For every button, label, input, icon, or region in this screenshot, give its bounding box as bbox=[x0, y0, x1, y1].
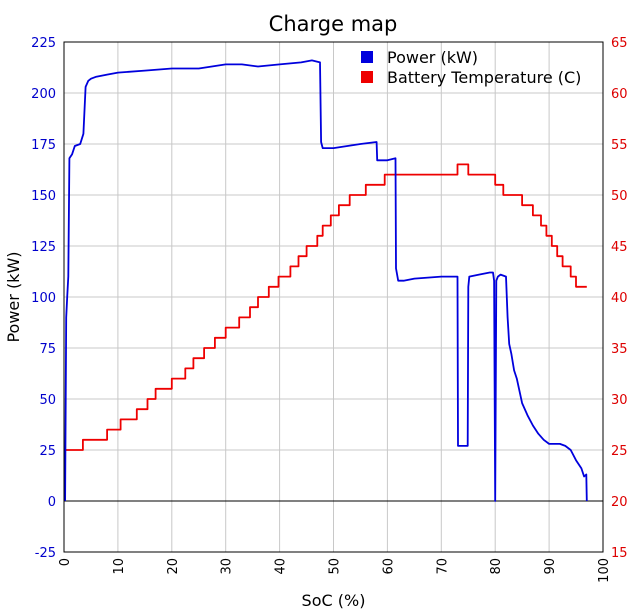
left-y-tick-label: 150 bbox=[31, 189, 56, 204]
x-tick-label: 40 bbox=[274, 558, 289, 575]
legend: Power (kW)Battery Temperature (C) bbox=[361, 48, 581, 87]
grid-lines bbox=[63, 41, 604, 553]
legend-swatch-power bbox=[361, 51, 373, 63]
left-y-tick-label: 200 bbox=[31, 87, 56, 102]
power-series-line bbox=[64, 59, 588, 502]
chart-title: Charge map bbox=[269, 12, 398, 36]
left-y-tick-label: 125 bbox=[31, 240, 56, 255]
series-layer bbox=[64, 59, 588, 502]
left-y-tick-label: 225 bbox=[31, 36, 56, 51]
x-tick-label: 30 bbox=[220, 558, 235, 575]
right-y-tick-label: 65 bbox=[611, 36, 628, 51]
legend-label-power: Power (kW) bbox=[387, 48, 478, 67]
right-y-tick-label: 60 bbox=[611, 87, 628, 102]
temperature-series-line bbox=[65, 163, 587, 451]
legend-label-temperature: Battery Temperature (C) bbox=[387, 68, 581, 87]
left-y-tick-label: 175 bbox=[31, 138, 56, 153]
x-tick-label: 50 bbox=[328, 558, 343, 575]
legend-swatch-temperature bbox=[361, 71, 373, 83]
x-tick-label: 10 bbox=[112, 558, 127, 575]
left-y-tick-label: -25 bbox=[35, 546, 56, 561]
x-tick-label: 60 bbox=[381, 558, 396, 575]
left-y-tick-label: 75 bbox=[39, 342, 56, 357]
x-axis-label: SoC (%) bbox=[302, 591, 366, 610]
right-y-tick-label: 20 bbox=[611, 495, 628, 510]
x-tick-label: 90 bbox=[543, 558, 558, 575]
right-y-tick-label: 40 bbox=[611, 291, 628, 306]
right-y-tick-label: 30 bbox=[611, 393, 628, 408]
axis-ticks: 0 10 20 30 40 50 60 70 80 90 100-25025507510012515… bbox=[31, 36, 627, 583]
y-axis-label: Power (kW) bbox=[4, 251, 23, 342]
left-y-tick-label: 50 bbox=[39, 393, 56, 408]
right-y-tick-label: 45 bbox=[611, 240, 628, 255]
right-y-tick-label: 55 bbox=[611, 138, 628, 153]
right-y-tick-label: 15 bbox=[611, 546, 628, 561]
left-y-tick-label: 25 bbox=[39, 444, 56, 459]
right-y-tick-label: 25 bbox=[611, 444, 628, 459]
x-tick-label: 80 bbox=[489, 558, 504, 575]
left-y-tick-label: 0 bbox=[48, 495, 56, 510]
plot-frame bbox=[63, 41, 604, 553]
right-y-tick-label: 35 bbox=[611, 342, 628, 357]
x-tick-label: 100 bbox=[597, 558, 612, 583]
left-y-tick-label: 100 bbox=[31, 291, 56, 306]
right-y-tick-label: 50 bbox=[611, 189, 628, 204]
x-tick-label: 20 bbox=[166, 558, 181, 575]
x-tick-label: 70 bbox=[435, 558, 450, 575]
x-tick-label: 0 bbox=[58, 558, 73, 566]
